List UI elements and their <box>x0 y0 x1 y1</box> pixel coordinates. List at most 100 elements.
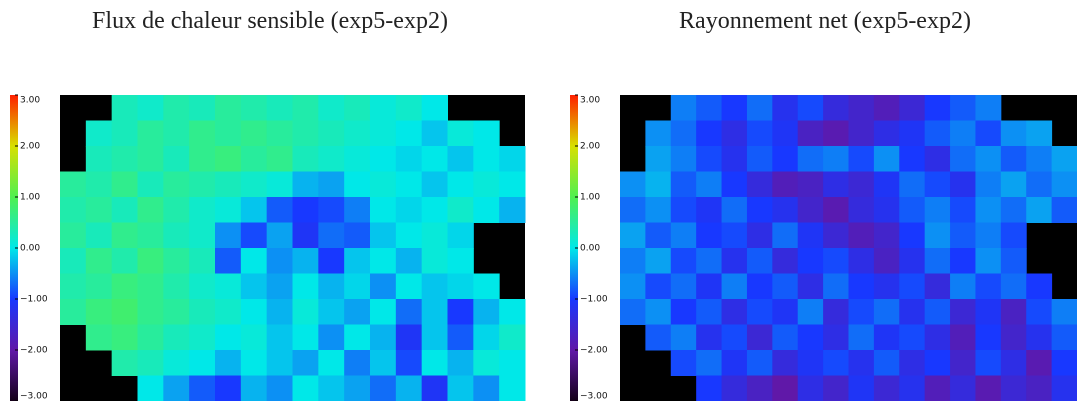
heatmap-cell <box>772 273 799 300</box>
heatmap-cell <box>85 197 113 223</box>
colorbar <box>570 95 578 401</box>
heatmap-cell <box>266 273 293 300</box>
heatmap-cell <box>215 146 242 172</box>
heatmap-cell <box>499 299 526 325</box>
heatmap-cell <box>1026 146 1053 172</box>
heatmap-cell <box>137 95 164 121</box>
colorbar-tick-label: 2.00 <box>580 142 600 152</box>
heatmap-cell <box>318 146 345 172</box>
heatmap-cell <box>318 171 345 198</box>
heatmap-cell <box>620 171 646 198</box>
heatmap-cell <box>395 171 423 198</box>
heatmap-cell <box>266 375 293 401</box>
heatmap-cell <box>473 350 500 376</box>
heatmap-cell <box>111 248 138 274</box>
heatmap-cell <box>240 248 268 274</box>
colorbar-tick-label: −2.00 <box>20 346 48 356</box>
heatmap-cell <box>137 324 164 351</box>
heatmap-cell <box>1000 273 1027 300</box>
heatmap-cell <box>395 324 423 351</box>
heatmap-cell <box>395 95 423 121</box>
colorbar-tick-label: −1.00 <box>20 295 48 305</box>
heatmap-cell <box>85 222 113 249</box>
heatmap-cell <box>292 273 319 300</box>
heatmap-cell <box>266 171 293 198</box>
heatmap-cell <box>670 222 697 249</box>
heatmap-cell <box>473 146 500 172</box>
heatmap-cell <box>975 171 1002 198</box>
heatmap-cell <box>189 324 216 351</box>
heatmap-cell <box>137 222 164 249</box>
heatmap-cell <box>266 324 293 351</box>
heatmap-cell <box>137 273 164 300</box>
heatmap-cell <box>240 146 268 172</box>
heatmap-cell <box>111 324 138 351</box>
heatmap-cell <box>447 120 474 147</box>
heatmap-cell <box>1000 197 1027 223</box>
heatmap-cell <box>848 350 875 376</box>
heatmap-cell <box>215 350 242 376</box>
heatmap-cell <box>1000 248 1027 274</box>
heatmap-cell <box>421 324 448 351</box>
heatmap-cell <box>645 120 672 147</box>
heatmap-cell <box>344 120 371 147</box>
heatmap-cell <box>137 375 164 401</box>
heatmap-cell <box>848 222 875 249</box>
heatmap-cell <box>899 197 926 223</box>
heatmap-cell <box>746 222 773 249</box>
panel-title: Rayonnement net (exp5-exp2) <box>679 8 971 34</box>
heatmap-cell <box>163 197 190 223</box>
heatmap-cell <box>163 248 190 274</box>
heatmap-cell <box>772 324 799 351</box>
heatmap-cell <box>189 375 216 401</box>
heatmap-cell <box>266 299 293 325</box>
heatmap-cell <box>696 197 723 223</box>
heatmap-cell <box>823 197 849 223</box>
heatmap-cell <box>189 222 216 249</box>
heatmap-cell <box>975 375 1002 401</box>
heatmap-cell <box>240 95 268 121</box>
heatmap-cell <box>721 120 748 147</box>
heatmap-cell <box>499 350 526 376</box>
heatmap-cell <box>1000 350 1027 376</box>
heatmap-cell <box>344 248 371 274</box>
heatmap-cell <box>240 273 268 300</box>
heatmap-cell <box>111 197 138 223</box>
colorbar-tick-label: 3.00 <box>20 96 40 106</box>
heatmap-cell <box>189 299 216 325</box>
heatmap-cell <box>899 222 926 249</box>
heatmap-cell <box>318 299 345 325</box>
heatmap-cell <box>240 197 268 223</box>
heatmap-cell <box>473 324 500 351</box>
heatmap-cell <box>370 171 397 198</box>
heatmap-cell <box>823 375 849 401</box>
heatmap-cell <box>899 146 926 172</box>
heatmap-cell <box>447 350 474 376</box>
heatmap-cell <box>950 95 976 121</box>
heatmap-cell <box>746 197 773 223</box>
colorbar-tick-label: 0.00 <box>580 244 600 254</box>
heatmap-cell <box>823 120 849 147</box>
heatmap-cell <box>772 299 799 325</box>
heatmap-cell <box>696 171 723 198</box>
heatmap-cell <box>189 146 216 172</box>
heatmap-cell <box>292 350 319 376</box>
heatmap-cell <box>797 248 824 274</box>
heatmap-cell <box>873 375 900 401</box>
heatmap-cell <box>670 120 697 147</box>
heatmap-cell <box>292 299 319 325</box>
heatmap-cell <box>137 120 164 147</box>
heatmap-cell <box>447 299 474 325</box>
heatmap-cell <box>899 273 926 300</box>
heatmap-cell <box>873 299 900 325</box>
heatmap-cell <box>950 120 976 147</box>
heatmap-cell <box>111 171 138 198</box>
heatmap-cell <box>873 350 900 376</box>
heatmap-cell <box>645 299 672 325</box>
heatmap-cell <box>344 324 371 351</box>
heatmap-cell <box>344 350 371 376</box>
heatmap-cell <box>318 273 345 300</box>
heatmap-cell <box>899 248 926 274</box>
heatmap-cell <box>266 120 293 147</box>
heatmap-cell <box>370 324 397 351</box>
